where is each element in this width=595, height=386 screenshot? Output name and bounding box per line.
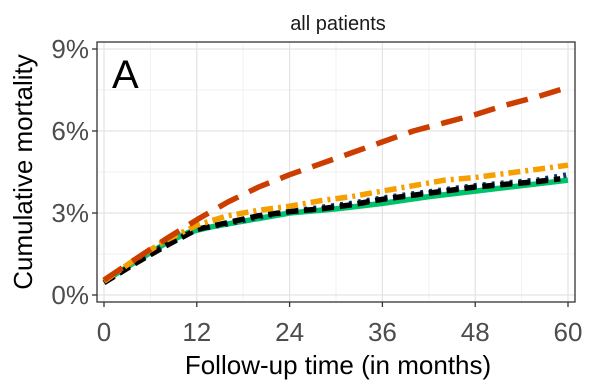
y-axis-title: Cumulative mortality [8, 54, 38, 290]
axes: 0 12 24 36 48 60 0% 3% 6% 9% [51, 34, 582, 347]
series-layer [102, 84, 569, 286]
x-axis-title: Follow-up time (in months) [185, 350, 491, 380]
chart-title: all patients [290, 13, 386, 35]
y-tick-label: 9% [51, 34, 89, 64]
x-tick-label: 36 [368, 317, 397, 347]
y-tick-label: 3% [51, 198, 89, 228]
y-tick-label: 0% [51, 280, 89, 310]
x-tick-label: 48 [461, 317, 490, 347]
x-tick-label: 0 [97, 317, 111, 347]
y-tick-label: 6% [51, 116, 89, 146]
series-line-5 [102, 84, 569, 283]
panel-label: A [112, 53, 139, 97]
x-tick-label: 12 [182, 317, 211, 347]
series-line-3 [102, 176, 561, 286]
x-tick-label: 24 [275, 317, 304, 347]
x-tick-label: 60 [554, 317, 583, 347]
panel-border [96, 41, 576, 303]
series-line-4 [102, 162, 569, 284]
